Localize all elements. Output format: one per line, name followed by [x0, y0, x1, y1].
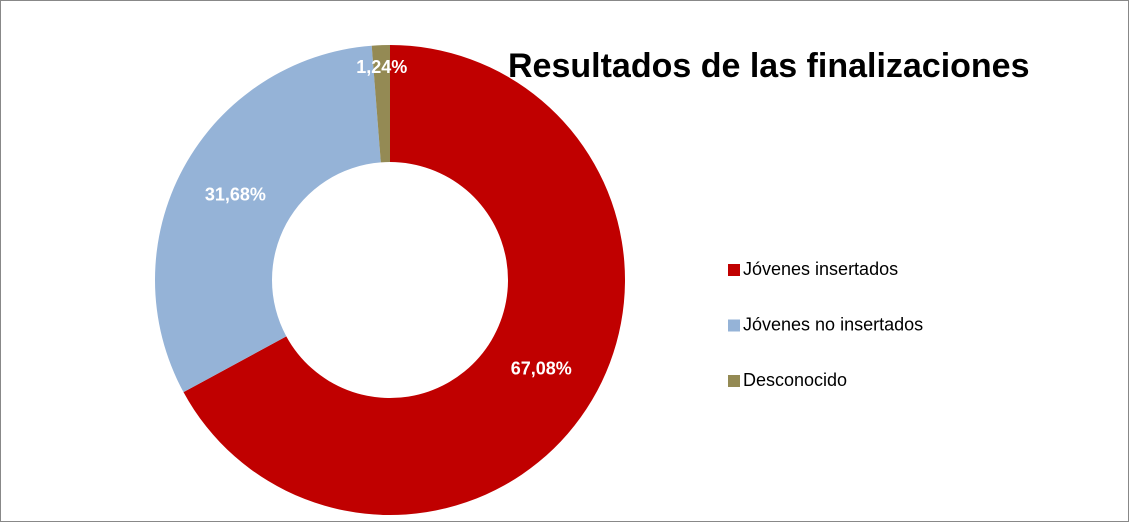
donut-slice [155, 45, 381, 393]
legend-swatch [728, 319, 740, 332]
donut-slice [371, 45, 390, 163]
legend-label: Desconocido [743, 370, 847, 390]
legend-swatch [728, 375, 740, 387]
data-label: 31,68% [205, 185, 266, 205]
donut-slice [183, 45, 625, 515]
legend-label: Jóvenes no insertados [743, 314, 923, 334]
legend-label: Jóvenes insertados [743, 259, 898, 279]
data-label: 67,08% [511, 359, 572, 379]
legend-swatch [728, 264, 740, 276]
chart-title: Resultados de las finalizaciones [508, 47, 1030, 85]
data-label: 1,24% [356, 57, 407, 77]
